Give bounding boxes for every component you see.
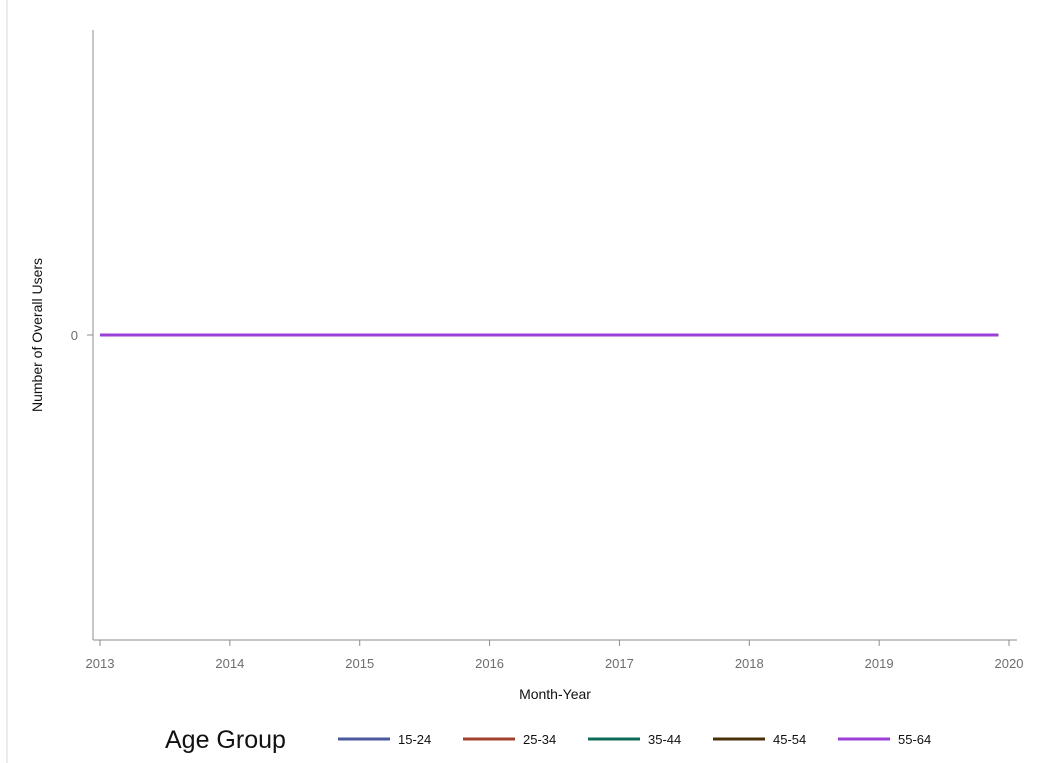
y-axis-title: Number of Overall Users	[29, 258, 45, 412]
y-axis-ticks: 0	[71, 328, 93, 343]
legend-label-15-24: 15-24	[398, 732, 431, 747]
x-tick-label: 2016	[475, 656, 504, 671]
legend-title: Age Group	[165, 726, 286, 754]
legend-label-35-44: 35-44	[648, 732, 681, 747]
x-tick-label: 2013	[86, 656, 115, 671]
x-tick-label: 2019	[865, 656, 894, 671]
y-tick-label: 0	[71, 328, 78, 343]
x-tick-label: 2014	[215, 656, 244, 671]
x-tick-label: 2015	[345, 656, 374, 671]
legend-label-55-64: 55-64	[898, 732, 931, 747]
x-axis-title: Month-Year	[519, 686, 591, 702]
legend: Age Group 15-24 25-34 35-44 45-54 55-64	[165, 726, 931, 754]
legend-label-25-34: 25-34	[523, 732, 556, 747]
x-tick-label: 2020	[995, 656, 1024, 671]
legend-label-45-54: 45-54	[773, 732, 806, 747]
x-axis-ticks: 2013 2014 2015 2016 2017 2018 2019 2020	[86, 640, 1024, 671]
x-tick-label: 2017	[605, 656, 634, 671]
x-tick-label: 2018	[735, 656, 764, 671]
legend-items: 15-24 25-34 35-44 45-54 55-64	[338, 732, 931, 747]
